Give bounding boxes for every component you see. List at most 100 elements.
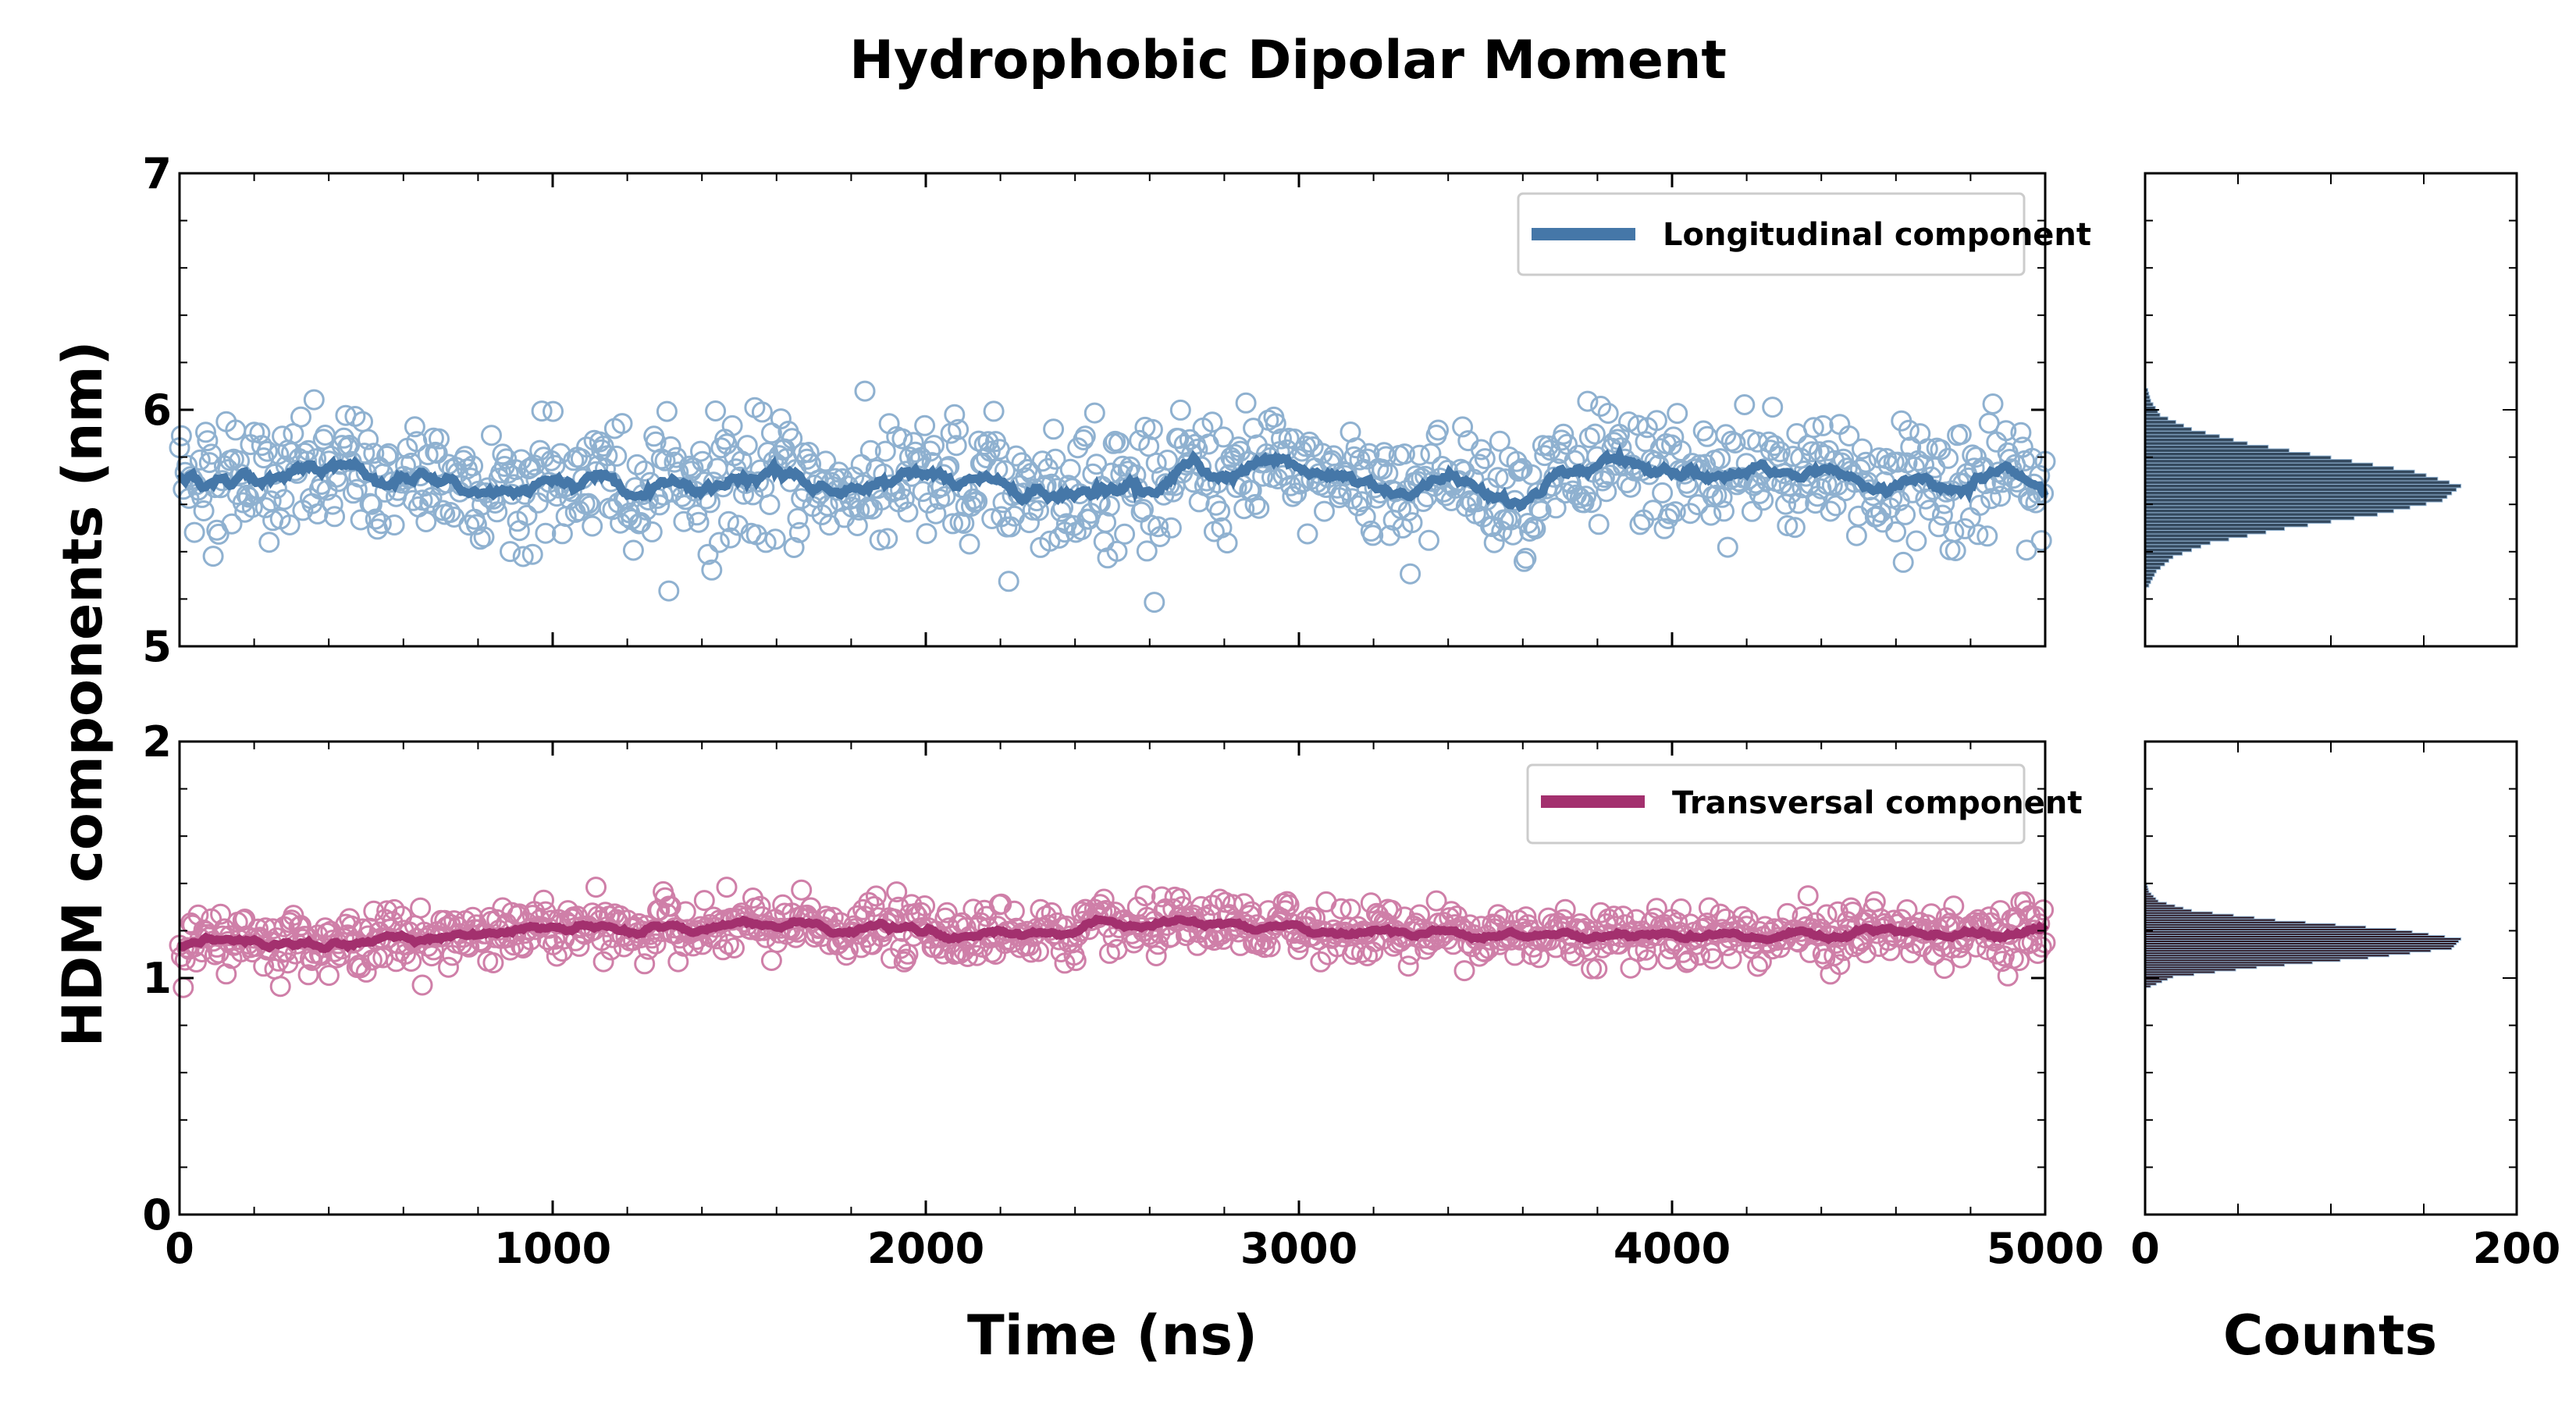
transversal-point (1720, 948, 1742, 969)
longitudinal-point (1788, 493, 1809, 514)
longitudinal-point (606, 445, 628, 467)
hist-bar (2144, 469, 2415, 475)
transversal-point (863, 895, 885, 917)
hist-bar (2144, 462, 2374, 468)
transversal-point (957, 946, 979, 967)
longitudinal-mean-line (176, 443, 2049, 513)
longitudinal-point (1474, 448, 1496, 470)
hist-bar (2144, 526, 2285, 531)
longitudinal-point (1590, 396, 1612, 417)
longitudinal-point (1838, 425, 1860, 446)
transversal-point (1586, 958, 1608, 980)
hist-bar (2144, 420, 2176, 425)
top-panel: 5 6 7 Longitudinal component (142, 149, 2091, 671)
transversal-point (760, 950, 782, 971)
longitudinal-point (1043, 418, 1065, 440)
longitudinal-point (1545, 497, 1567, 519)
hist-x-axis-label: Counts (2223, 1304, 2437, 1368)
longitudinal-point (1578, 427, 1600, 449)
hist-bar (2144, 565, 2161, 570)
transversal-point (645, 933, 667, 955)
longitudinal-point (1468, 454, 1490, 475)
x-tick-label: 4000 (1614, 1224, 1731, 1273)
longitudinal-point (1212, 426, 1234, 448)
longitudinal-point (1649, 438, 1671, 460)
longitudinal-point (1019, 512, 1040, 534)
longitudinal-point (1833, 448, 1855, 470)
hist-bar (2144, 466, 2394, 471)
longitudinal-point (1044, 448, 1066, 470)
longitudinal-point (189, 449, 211, 471)
transversal-point (1310, 951, 1332, 973)
transversal-point (350, 957, 372, 979)
longitudinal-point (1235, 392, 1257, 414)
longitudinal-point (2021, 447, 2043, 469)
longitudinal-point (1487, 467, 1509, 489)
longitudinal-point (854, 380, 876, 402)
x-tick-label: 2000 (867, 1224, 984, 1273)
hist-bar (2144, 423, 2184, 429)
longitudinal-point (195, 422, 216, 443)
hist-bar (2144, 441, 2248, 446)
hist-bar (2144, 483, 2462, 489)
transversal-point (1554, 898, 1576, 920)
longitudinal-point (1271, 428, 1292, 450)
longitudinal-point (656, 400, 678, 422)
transversal-point (1943, 895, 1965, 917)
transversal-point (438, 956, 459, 978)
longitudinal-point (953, 513, 975, 534)
hist-bar (2144, 968, 2236, 972)
longitudinal-point (1028, 500, 1049, 521)
longitudinal-point (1986, 431, 2008, 453)
longitudinal-point (1341, 488, 1363, 510)
longitudinal-point (521, 543, 543, 565)
longitudinal-point (1584, 423, 1606, 445)
longitudinal-point (1459, 490, 1481, 512)
longitudinal-point (1393, 443, 1415, 465)
hist-bar (2144, 427, 2192, 432)
longitudinal-point (720, 527, 742, 549)
longitudinal-point (198, 452, 220, 474)
longitudinal-point (736, 435, 758, 457)
longitudinal-point (1114, 523, 1136, 545)
transversal-point (1145, 945, 1167, 966)
hist-bar (2144, 402, 2154, 407)
hist-bar (2144, 413, 2161, 418)
longitudinal-point (742, 484, 763, 506)
longitudinal-point (1005, 445, 1027, 467)
hist-bar (2144, 935, 2446, 938)
transversal-point (886, 881, 908, 903)
longitudinal-point (473, 526, 495, 548)
hist-bar (2144, 448, 2290, 453)
hist-bar (2144, 951, 2411, 955)
longitudinal-point (1916, 438, 1938, 460)
x-tick-label: 0 (165, 1224, 194, 1273)
transversal-point (585, 877, 607, 898)
longitudinal-point (1358, 443, 1380, 464)
transversal-point (1134, 885, 1156, 907)
longitudinal-point (1216, 532, 1238, 554)
longitudinal-point (578, 493, 600, 514)
longitudinal-point (1892, 551, 1914, 573)
longitudinal-point (1147, 516, 1169, 538)
longitudinal-point (500, 541, 521, 563)
longitudinal-point (1420, 443, 1442, 464)
transversal-point (210, 903, 232, 925)
longitudinal-point (869, 529, 891, 551)
transversal-point (318, 965, 340, 987)
longitudinal-point (781, 428, 803, 450)
longitudinal-point (170, 425, 192, 446)
transversal-point (634, 953, 656, 975)
longitudinal-point (622, 539, 644, 561)
transversal-point (1797, 885, 1819, 907)
longitudinal-point (1670, 440, 1692, 461)
transversal-point (1816, 904, 1838, 926)
longitudinal-point (383, 514, 405, 536)
transversal-point (1028, 941, 1049, 962)
transversal-point (858, 891, 880, 913)
longitudinal-point (1596, 481, 1617, 503)
chart-title: Hydrophobic Dipolar Moment (849, 30, 1727, 91)
longitudinal-point (1145, 452, 1167, 474)
transversal-point (234, 909, 256, 930)
longitudinal-point (859, 439, 881, 461)
